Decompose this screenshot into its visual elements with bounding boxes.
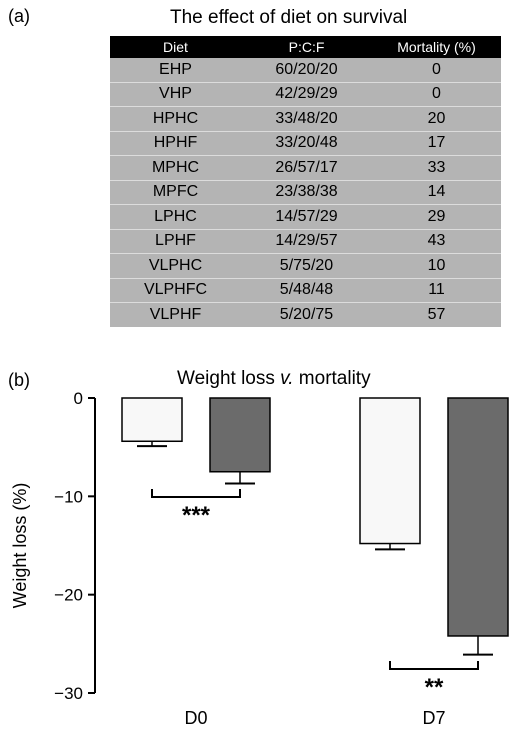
diet-cell: VHP bbox=[110, 82, 241, 107]
mortality-cell: 14 bbox=[372, 180, 501, 205]
panel-b-label: (b) bbox=[8, 370, 30, 390]
table-row: MPHC 26/57/17 33 bbox=[110, 155, 501, 181]
pcf-cell: 42/29/29 bbox=[241, 82, 372, 107]
bar bbox=[359, 397, 421, 545]
pcf-cell: 33/20/48 bbox=[241, 131, 372, 156]
table-row: LPHF 14/29/57 43 bbox=[110, 229, 501, 254]
table-row: LPHC 14/57/29 29 bbox=[110, 204, 501, 230]
table-row: HPHC 33/48/20 20 bbox=[110, 106, 501, 132]
diet-cell: EHP bbox=[110, 58, 241, 83]
pcf-cell: 14/57/29 bbox=[241, 204, 372, 230]
table-row: EHP 60/20/20 0 bbox=[110, 58, 501, 83]
x-tick-label: D0 bbox=[184, 708, 207, 728]
pcf-cell: 26/57/17 bbox=[241, 155, 372, 181]
diet-cell: VLPHF bbox=[110, 302, 241, 327]
pcf-cell: 23/38/38 bbox=[241, 180, 372, 205]
table-row: VLPHF 5/20/75 57 bbox=[110, 302, 501, 327]
bar bbox=[209, 397, 271, 473]
mortality-cell: 57 bbox=[372, 302, 501, 327]
col-header-diet: Diet bbox=[110, 36, 241, 58]
table-header-row: Diet P:C:F Mortality (%) bbox=[110, 36, 501, 58]
diet-cell: MPFC bbox=[110, 180, 241, 205]
chart-title-end: mortality bbox=[293, 368, 371, 389]
bar bbox=[121, 397, 183, 443]
pcf-cell: 33/48/20 bbox=[241, 106, 372, 132]
table-row: VHP 42/29/29 0 bbox=[110, 82, 501, 107]
mortality-cell: 0 bbox=[372, 82, 501, 107]
table-title: The effect of diet on survival bbox=[170, 7, 408, 28]
diet-cell: LPHC bbox=[110, 204, 241, 230]
mortality-cell: 0 bbox=[372, 58, 501, 83]
significance-label: ** bbox=[425, 674, 444, 701]
diet-cell: VLPHFC bbox=[110, 278, 241, 303]
mortality-cell: 33 bbox=[372, 155, 501, 181]
y-tick-label: −10 bbox=[54, 487, 83, 506]
diet-cell: HPHF bbox=[110, 131, 241, 156]
x-tick-label: D7 bbox=[422, 708, 445, 728]
diet-table-container: Diet P:C:F Mortality (%) EHP 60/20/20 0 VHP… bbox=[110, 36, 501, 327]
table-row: HPHF 33/20/48 17 bbox=[110, 131, 501, 156]
diet-cell: VLPHC bbox=[110, 253, 241, 279]
col-header-pcf: P:C:F bbox=[241, 36, 372, 58]
table-row: MPFC 23/38/38 14 bbox=[110, 180, 501, 205]
col-header-mortality: Mortality (%) bbox=[372, 36, 501, 58]
mortality-cell: 29 bbox=[372, 204, 501, 230]
mortality-cell: 17 bbox=[372, 131, 501, 156]
mortality-cell: 11 bbox=[372, 278, 501, 303]
panel-a-label: (a) bbox=[8, 6, 30, 26]
significance-bracket bbox=[389, 661, 479, 670]
diet-cell: HPHC bbox=[110, 106, 241, 132]
pcf-cell: 5/20/75 bbox=[241, 302, 372, 327]
table-row: VLPHC 5/75/20 10 bbox=[110, 253, 501, 279]
mortality-cell: 43 bbox=[372, 229, 501, 254]
pcf-cell: 5/48/48 bbox=[241, 278, 372, 303]
y-axis-label: Weight loss (%) bbox=[10, 483, 30, 609]
y-tick-label: −20 bbox=[54, 586, 83, 605]
bar bbox=[447, 397, 509, 637]
mortality-cell: 20 bbox=[372, 106, 501, 132]
significance-label: *** bbox=[182, 502, 211, 529]
chart-title-italic: v. bbox=[280, 368, 294, 389]
y-tick-label: −30 bbox=[54, 684, 83, 703]
pcf-cell: 60/20/20 bbox=[241, 58, 372, 83]
chart-title-main: Weight loss bbox=[177, 368, 281, 389]
pcf-cell: 5/75/20 bbox=[241, 253, 372, 279]
diet-cell: MPHC bbox=[110, 155, 241, 181]
mortality-cell: 10 bbox=[372, 253, 501, 279]
diet-table: Diet P:C:F Mortality (%) EHP 60/20/20 0 VHP… bbox=[110, 36, 501, 327]
significance-bracket bbox=[151, 489, 241, 498]
y-tick-label: 0 bbox=[74, 389, 83, 408]
pcf-cell: 14/29/57 bbox=[241, 229, 372, 254]
chart-title: Weight loss v. mortality bbox=[177, 368, 371, 390]
table-row: VLPHFC 5/48/48 11 bbox=[110, 278, 501, 303]
diet-cell: LPHF bbox=[110, 229, 241, 254]
